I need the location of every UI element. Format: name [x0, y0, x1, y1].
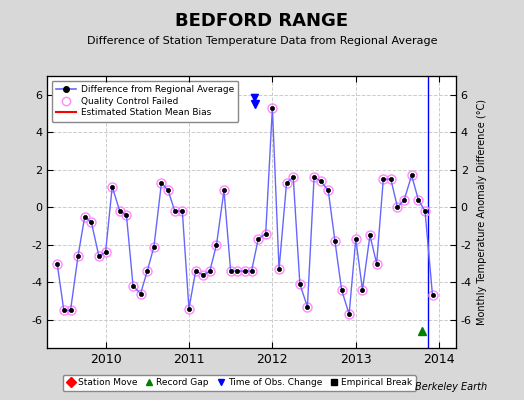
Legend: Station Move, Record Gap, Time of Obs. Change, Empirical Break: Station Move, Record Gap, Time of Obs. C… [62, 375, 416, 391]
Text: Difference of Station Temperature Data from Regional Average: Difference of Station Temperature Data f… [87, 36, 437, 46]
Text: Berkeley Earth: Berkeley Earth [415, 382, 487, 392]
Y-axis label: Monthly Temperature Anomaly Difference (°C): Monthly Temperature Anomaly Difference (… [477, 99, 487, 325]
Text: BEDFORD RANGE: BEDFORD RANGE [176, 12, 348, 30]
